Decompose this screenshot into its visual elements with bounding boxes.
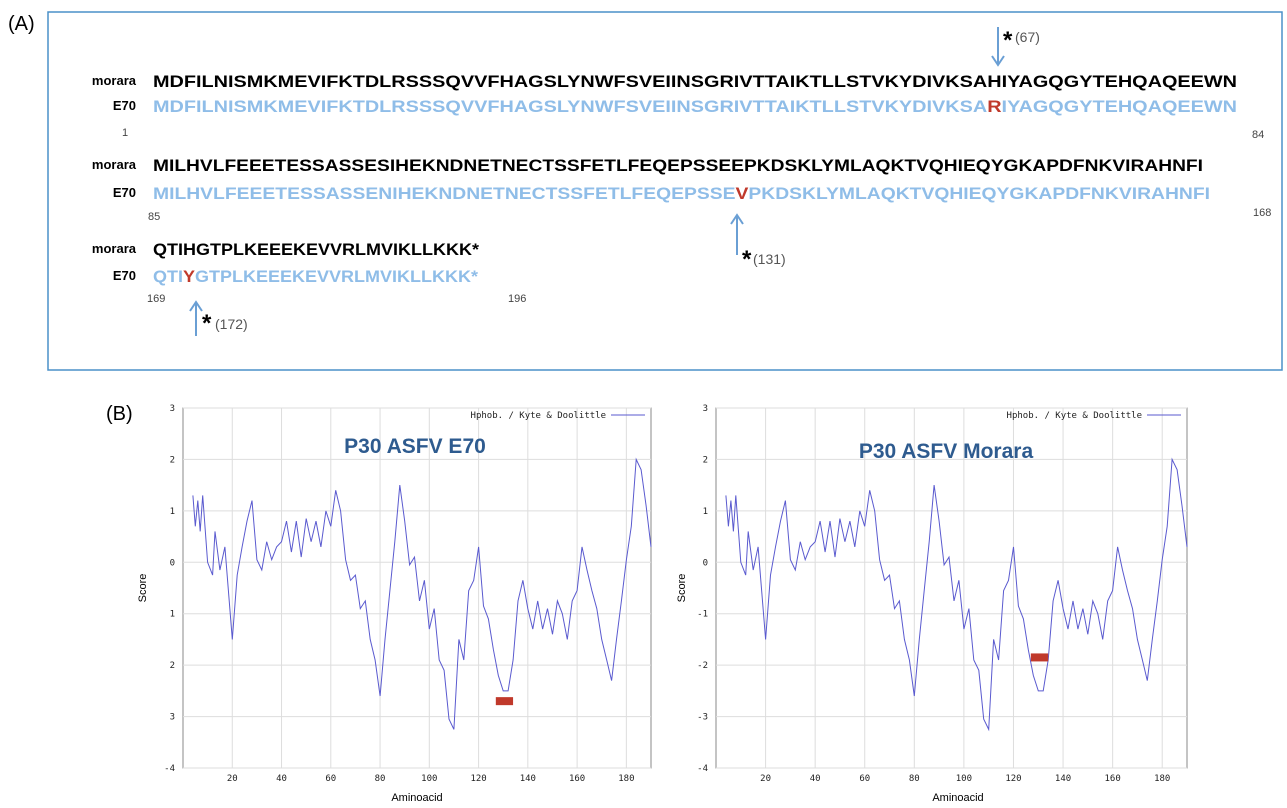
position: 168: [1253, 207, 1271, 219]
panel-label: (B): [106, 403, 133, 425]
y-tick-label: 1: [703, 507, 708, 517]
x-tick-label: 80: [909, 774, 920, 784]
sequence-name: morara: [92, 241, 137, 256]
chart: 20 40 60 80 100 120 140 160 180 3 2 1 0 -1 -2 -3 -4 P30 A…: [676, 404, 1188, 804]
asterisk: *: [202, 310, 212, 337]
x-tick-label: 60: [325, 774, 336, 784]
plot-area: [715, 407, 1188, 769]
sequence-part: GTPLKEEEKEVVRLMVIKLLKKK*: [195, 267, 478, 286]
chart-title: P30 ASFV Morara: [859, 440, 1034, 463]
position: 84: [1252, 129, 1264, 141]
x-tick-label: 140: [1055, 774, 1071, 784]
mutation: V: [736, 184, 750, 203]
asterisk: *: [742, 246, 752, 273]
position: 196: [508, 293, 526, 305]
sequence-part: IYAGQGYTEHQAQEEWN: [1002, 97, 1237, 116]
annotation: (172): [215, 316, 248, 332]
sequence: QTIYGTPLKEEEKEVVRLMVIKLLKKK*: [153, 267, 478, 286]
y-tick-label: -2: [697, 661, 708, 671]
sequence: QTIHGTPLKEEEKEVVRLMVIKLLKKK*: [153, 240, 479, 259]
sequence: MILHVLFEEETESSASSESIHEKNDNETNECTSSFETLFE…: [153, 156, 1203, 175]
x-axis-label: Aminoacid: [391, 792, 442, 804]
sequence-part: MILHVLFEEETESSASSENIHEKNDNETNECTSSFETLFE…: [153, 184, 736, 203]
arrows: [189, 27, 1005, 336]
y-axis-label: Score: [676, 574, 688, 603]
x-tick-label: 80: [375, 774, 386, 784]
legend-label: Hphob. / Kyte & Doolittle: [1007, 411, 1142, 421]
position: 1: [122, 127, 128, 139]
x-tick-label: 60: [859, 774, 870, 784]
y-tick-label: -4: [697, 764, 708, 774]
x-tick-label: 20: [760, 774, 771, 784]
y-tick-label: 2: [703, 455, 708, 465]
x-tick-label: 120: [470, 774, 486, 784]
x-tick-label: 160: [569, 774, 585, 784]
panel-a-frame: [47, 11, 1283, 371]
sequence-part: QTI: [153, 267, 183, 286]
y-tick-label: -1: [697, 610, 708, 620]
y-tick-label: 3: [170, 713, 175, 723]
x-tick-label: 120: [1005, 774, 1021, 784]
sequence-part: MDFILNISMKMEVIFKTDLRSSSQVVFHAGSLYNWFSVEI…: [153, 97, 987, 116]
y-tick-label: 2: [170, 455, 175, 465]
x-tick-label: 20: [227, 774, 238, 784]
y-tick-label: 0: [703, 558, 708, 568]
highlight-bar: [495, 697, 514, 706]
sequence: MILHVLFEEETESSASSENIHEKNDNETNECTSSFETLFE…: [153, 184, 1210, 203]
y-tick-label: 1: [170, 507, 175, 517]
y-tick-label: 2: [170, 661, 175, 671]
sequence-part: PKDSKLYMLAQKTVQHIEQYGKAPDFNKVIRAHNFI: [748, 184, 1210, 203]
x-tick-label: 40: [810, 774, 821, 784]
x-tick-label: 100: [421, 774, 437, 784]
y-tick-label: 3: [170, 404, 175, 414]
y-tick-label: -4: [164, 764, 175, 774]
x-tick-label: 180: [618, 774, 634, 784]
sequence-name: E70: [113, 185, 136, 200]
chart-title: P30 ASFV E70: [344, 435, 486, 458]
sequence-name: E70: [113, 268, 136, 283]
highlight-bar: [1030, 653, 1049, 662]
panel-label: (A): [8, 13, 35, 35]
sequence: MDFILNISMKMEVIFKTDLRSSSQVVFHAGSLYNWFSVEI…: [153, 97, 1237, 116]
x-tick-label: 180: [1154, 774, 1170, 784]
annotation: (67): [1015, 29, 1040, 45]
mutation: Y: [183, 267, 196, 286]
line: [192, 457, 652, 730]
position: 169: [147, 293, 165, 305]
x-tick-label: 140: [520, 774, 536, 784]
mutation: R: [987, 97, 1001, 116]
position: 85: [148, 211, 160, 223]
asterisk: *: [1003, 27, 1013, 54]
chart: 20 40 60 80 100 120 140 160 180 3 2 1 0 1 2 3 -4 P30 ASFV…: [137, 404, 652, 804]
plot-area: [182, 407, 652, 769]
y-tick-label: 3: [703, 404, 708, 414]
y-tick-label: -3: [697, 713, 708, 723]
sequence-name: morara: [92, 73, 137, 88]
y-axis-label: Score: [137, 574, 149, 603]
line: [725, 457, 1188, 732]
annotation: (131): [753, 251, 786, 267]
sequence-name: E70: [113, 98, 136, 113]
sequence-name: morara: [92, 157, 137, 172]
sequence: MDFILNISMKMEVIFKTDLRSSSQVVFHAGSLYNWFSVEI…: [153, 72, 1237, 91]
x-axis-label: Aminoacid: [932, 792, 983, 804]
x-tick-label: 160: [1104, 774, 1120, 784]
x-tick-label: 40: [276, 774, 287, 784]
y-tick-label: 1: [170, 610, 175, 620]
legend-label: Hphob. / Kyte & Doolittle: [471, 411, 606, 421]
y-tick-label: 0: [170, 558, 175, 568]
x-tick-label: 100: [956, 774, 972, 784]
